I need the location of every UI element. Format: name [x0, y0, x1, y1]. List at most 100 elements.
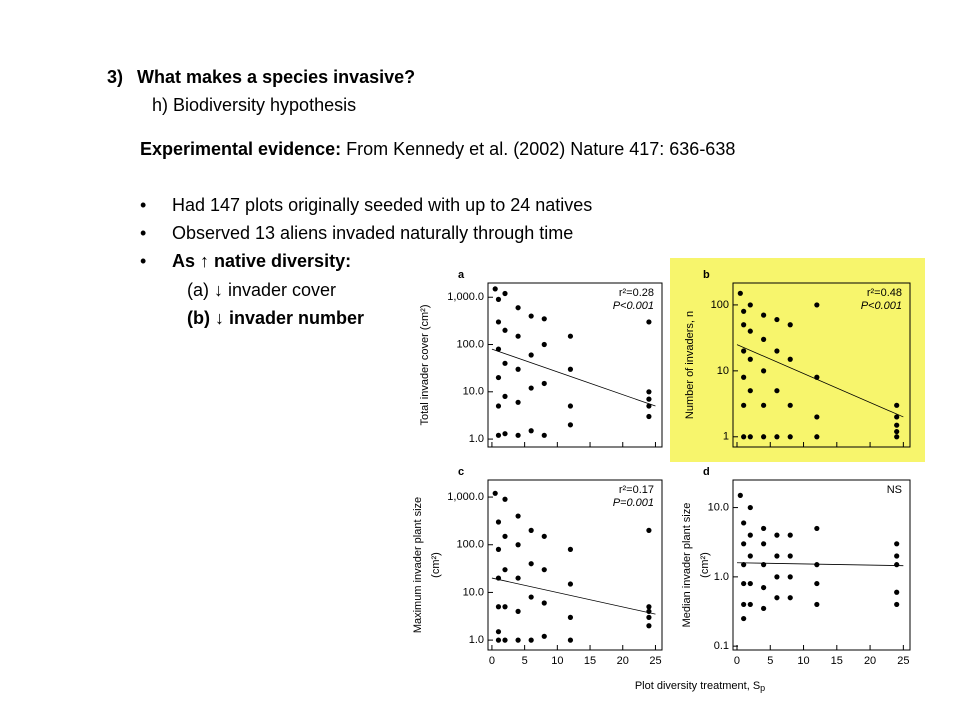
- point: [774, 348, 780, 354]
- point: [747, 328, 753, 334]
- point: [774, 574, 780, 580]
- stat-label: r²=0.28: [619, 287, 654, 299]
- x-tick-label: 25: [897, 655, 909, 667]
- point: [894, 562, 900, 568]
- y-tick-label: 0.1: [714, 640, 729, 652]
- point: [737, 290, 743, 296]
- point: [774, 434, 780, 440]
- point: [787, 595, 793, 601]
- point: [737, 492, 743, 498]
- stat-label: r²=0.48: [867, 287, 902, 299]
- point: [515, 637, 521, 643]
- point: [541, 341, 547, 348]
- point: [567, 403, 574, 409]
- panel-letter: b: [703, 269, 710, 281]
- lead: Experimental evidence: From Kennedy et a…: [140, 135, 927, 163]
- heading: 3) What makes a species invasive?: [107, 63, 415, 91]
- point: [741, 541, 747, 547]
- point: [495, 604, 502, 610]
- point: [761, 312, 767, 318]
- y-tick-label: 100: [711, 299, 729, 311]
- point: [515, 542, 521, 548]
- y-tick-label: 1.0: [469, 634, 484, 646]
- y-axis-label: Total invader cover (cm²): [419, 304, 431, 425]
- point: [787, 574, 793, 580]
- point: [567, 422, 574, 428]
- point: [495, 519, 502, 525]
- point: [814, 525, 820, 532]
- point: [495, 319, 502, 325]
- point: [741, 580, 747, 587]
- y-tick-label: 1.0: [469, 433, 484, 445]
- point: [747, 302, 753, 308]
- x-tick-label: 5: [522, 655, 528, 667]
- point: [747, 388, 753, 394]
- point: [646, 396, 652, 402]
- x-tick-label: 15: [831, 655, 843, 667]
- fit-line: [736, 344, 904, 418]
- point: [747, 532, 753, 538]
- stat-label: r²=0.17: [619, 484, 654, 496]
- point: [774, 553, 780, 559]
- point: [741, 402, 747, 408]
- point: [495, 403, 502, 409]
- point: [567, 546, 574, 552]
- point: [502, 431, 508, 437]
- point: [741, 322, 747, 328]
- point: [747, 601, 753, 608]
- point: [567, 366, 574, 372]
- y-tick-label: 10: [717, 365, 729, 377]
- panel-letter: a: [458, 269, 465, 281]
- point: [894, 402, 900, 408]
- y-axis-label: (cm²): [699, 552, 711, 578]
- point: [528, 352, 534, 358]
- point: [741, 374, 747, 380]
- x-tick-label: 5: [767, 655, 773, 667]
- point: [761, 402, 767, 408]
- point: [761, 541, 767, 547]
- point: [515, 608, 521, 614]
- point: [814, 414, 820, 420]
- bullet-dot: •: [140, 195, 147, 215]
- point: [814, 601, 820, 608]
- x-axis-label-subscript: p: [760, 683, 765, 693]
- point: [814, 580, 820, 587]
- point: [747, 434, 753, 440]
- point: [492, 286, 498, 292]
- point: [567, 614, 574, 620]
- stat-label: P<0.001: [613, 300, 654, 312]
- y-tick-label: 100.0: [456, 539, 484, 551]
- point: [502, 327, 508, 333]
- point: [646, 413, 652, 420]
- point: [741, 348, 747, 354]
- plot-frame: [732, 282, 911, 448]
- bullet: Had 147 plots originally seeded with up …: [172, 195, 593, 215]
- panel-letter: c: [458, 466, 464, 478]
- point: [502, 496, 508, 502]
- point: [741, 308, 747, 314]
- point: [894, 553, 900, 559]
- point: [894, 601, 900, 608]
- y-tick-label: 10.0: [708, 501, 729, 513]
- point: [814, 562, 820, 568]
- y-axis-label: Median invader plant size: [681, 503, 693, 628]
- y-tick-label: 10.0: [463, 386, 484, 398]
- point: [515, 513, 521, 519]
- point: [528, 313, 534, 319]
- point: [741, 434, 747, 440]
- point: [774, 532, 780, 538]
- panel-letter: d: [703, 466, 710, 478]
- point: [541, 567, 547, 573]
- y-tick-label: 100.0: [456, 338, 484, 350]
- point: [761, 605, 767, 612]
- point: [646, 527, 652, 533]
- x-tick-label: 15: [584, 655, 596, 667]
- lead-label: Experimental evidence:: [140, 139, 342, 159]
- point: [502, 533, 508, 539]
- point: [761, 336, 767, 342]
- point: [646, 604, 652, 610]
- plot-frame: [732, 479, 911, 651]
- point: [502, 360, 508, 366]
- point: [528, 527, 534, 533]
